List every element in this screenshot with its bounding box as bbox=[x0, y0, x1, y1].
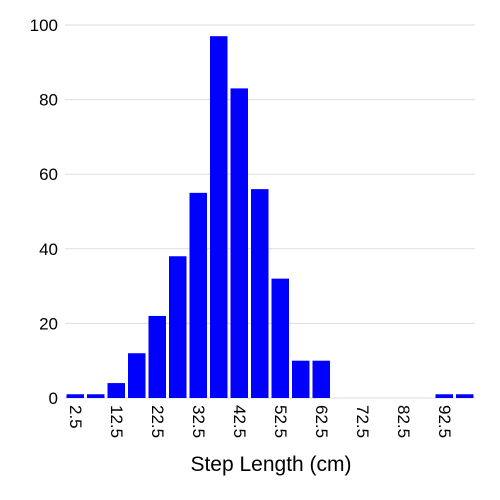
bars bbox=[66, 36, 474, 398]
x-tick-label-8: 82.5 bbox=[394, 405, 413, 438]
y-tick-label-3: 60 bbox=[39, 165, 58, 184]
bar-3 bbox=[128, 353, 146, 398]
x-tick-label-2: 22.5 bbox=[148, 405, 167, 438]
y-tick-labels: 0 20 40 60 80 100 bbox=[30, 16, 58, 408]
y-tick-label-0: 0 bbox=[49, 389, 58, 408]
x-tick-label-9: 92.5 bbox=[435, 405, 454, 438]
bar-12 bbox=[312, 360, 330, 398]
x-tick-label-6: 62.5 bbox=[312, 405, 331, 438]
bar-8 bbox=[230, 88, 248, 398]
bar-0 bbox=[66, 394, 84, 398]
bar-2 bbox=[107, 383, 125, 398]
bar-1 bbox=[87, 394, 105, 398]
y-tick-label-4: 80 bbox=[39, 91, 58, 110]
bar-7 bbox=[210, 36, 228, 398]
x-tick-label-7: 72.5 bbox=[353, 405, 372, 438]
bar-4 bbox=[148, 315, 166, 398]
bar-10 bbox=[271, 278, 289, 398]
x-tick-label-4: 42.5 bbox=[230, 405, 249, 438]
x-tick-labels: 2.5 12.5 22.5 32.5 42.5 52.5 62.5 72.5 82.5 92.5 bbox=[66, 405, 454, 438]
x-tick-label-3: 32.5 bbox=[189, 405, 208, 438]
bar-5 bbox=[169, 256, 187, 398]
x-tick-label-1: 12.5 bbox=[107, 405, 126, 438]
y-tick-label-5: 100 bbox=[30, 16, 58, 35]
bar-19 bbox=[456, 394, 474, 398]
x-axis-title: Step Length (cm) bbox=[190, 453, 351, 476]
y-tick-label-1: 20 bbox=[39, 314, 58, 333]
bar-11 bbox=[292, 360, 310, 398]
bar-6 bbox=[189, 192, 207, 398]
x-tick-label-5: 52.5 bbox=[271, 405, 290, 438]
bar-18 bbox=[435, 394, 453, 398]
y-gridlines bbox=[65, 24, 475, 399]
x-tick-label-0: 2.5 bbox=[66, 405, 85, 429]
y-tick-label-2: 40 bbox=[39, 240, 58, 259]
bar-9 bbox=[251, 189, 269, 398]
